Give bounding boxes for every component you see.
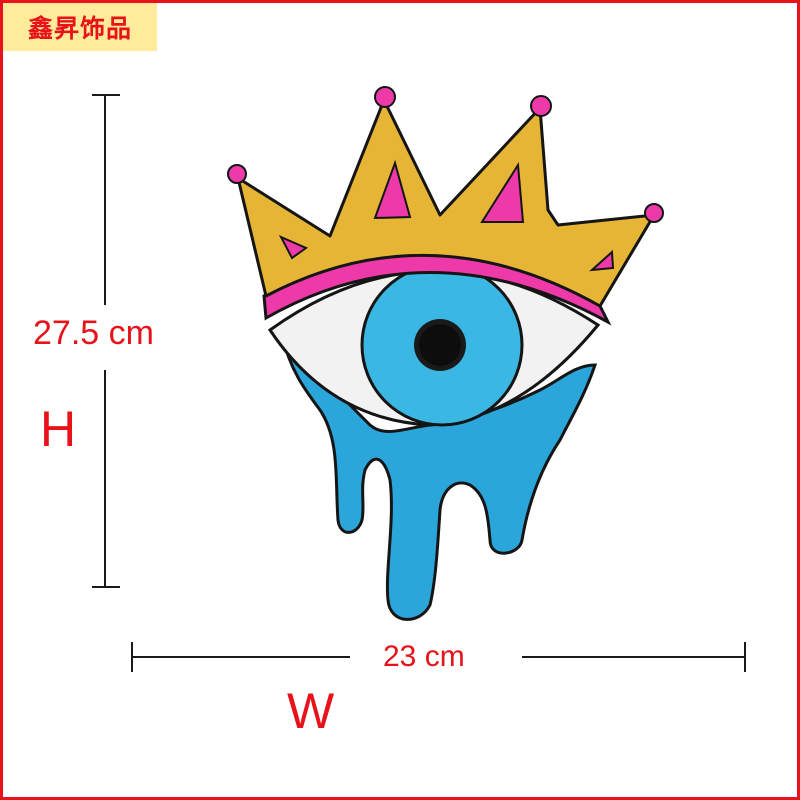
crown-ball-2	[374, 86, 396, 108]
crown-gem-right	[589, 249, 615, 272]
crown-ball-1	[227, 164, 247, 184]
width-value-label: 23 cm	[383, 640, 465, 673]
height-value-label: 27.5 cm	[33, 314, 154, 352]
pupil-highlight	[419, 324, 461, 366]
crown-gem-center-left	[373, 159, 412, 220]
width-letter-label: W	[287, 683, 335, 739]
height-letter-label: H	[40, 401, 77, 457]
crown-gem-left	[278, 234, 309, 260]
crown-ball-4	[644, 203, 664, 223]
width-dimension-line	[131, 642, 746, 672]
height-dimension-line	[92, 94, 120, 588]
crown	[236, 98, 656, 308]
crown-ball-3	[530, 95, 552, 117]
brand-name: 鑫昇饰品	[27, 14, 132, 43]
crown-gem-center-right	[480, 161, 525, 223]
brand-badge: 鑫昇饰品	[3, 3, 157, 51]
